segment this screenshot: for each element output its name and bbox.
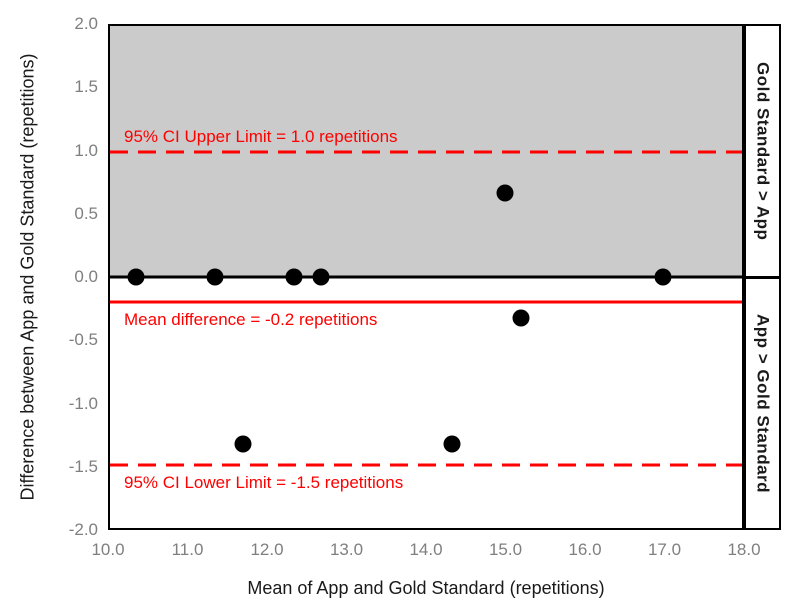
x-tick-label: 15.0 — [488, 540, 523, 559]
x-tick-label: 10.0 — [91, 540, 125, 559]
y-tick-label: 1.5 — [74, 77, 98, 97]
y-axis-tick-labels: 2.0 1.5 1.0 0.5 0.0 -0.5 -1.0 -1.5 -2.0 — [0, 14, 98, 539]
y-tick-label: 2.0 — [74, 14, 98, 33]
y-tick-label: -1.0 — [68, 393, 98, 413]
side-box-lower: App > Gold Standard — [746, 279, 779, 529]
y-tick-label: -2.0 — [68, 520, 98, 539]
data-point — [206, 268, 224, 286]
y-tick-label: -1.5 — [68, 456, 98, 476]
plot-area: 95% CI Upper Limit = 1.0 repetitions Mean… — [108, 24, 744, 530]
x-tick-label: 17.0 — [647, 540, 682, 559]
data-point — [654, 268, 672, 286]
side-label-app-gt-gold-standard: App > Gold Standard — [753, 313, 773, 493]
y-tick-label: 1.0 — [74, 140, 98, 160]
x-axis-tick-labels: 10.0 11.0 12.0 13.0 14.0 15.0 16.0 17.0 18.0 — [91, 540, 760, 562]
x-axis-title: Mean of App and Gold Standard (repetitio… — [247, 578, 605, 598]
data-point — [234, 435, 252, 453]
x-tick-label: 18.0 — [727, 540, 761, 559]
x-tick-label: 12.0 — [250, 540, 284, 559]
y-tick-label: 0.0 — [74, 267, 98, 286]
data-point — [512, 309, 530, 327]
reference-line-red-2 — [110, 300, 742, 304]
reference-line-red-3 — [110, 463, 742, 467]
reference-line-label: Mean difference = -0.2 repetitions — [124, 310, 378, 330]
x-tick-label: 14.0 — [409, 540, 443, 559]
reference-line-red-0 — [110, 150, 742, 153]
data-point — [443, 435, 461, 453]
reference-line-label: 95% CI Lower Limit = -1.5 repetitions — [124, 473, 404, 493]
x-tick-label: 13.0 — [329, 540, 364, 559]
x-tick-label: 11.0 — [171, 540, 204, 559]
y-tick-label: 0.5 — [74, 203, 98, 223]
data-point — [312, 268, 330, 286]
reference-line-zero-1 — [110, 275, 742, 279]
x-tick-label: 16.0 — [568, 540, 602, 559]
side-label-gold-standard-gt-app: Gold Standard > App — [753, 61, 773, 240]
side-box-upper: Gold Standard > App — [746, 26, 779, 279]
y-tick-label: -0.5 — [68, 330, 98, 350]
side-label-panel: Gold Standard > App App > Gold Standard — [744, 24, 781, 530]
data-point — [285, 268, 303, 286]
reference-line-label: 95% CI Upper Limit = 1.0 repetitions — [124, 126, 398, 146]
data-point — [127, 268, 145, 286]
data-point — [496, 184, 514, 202]
